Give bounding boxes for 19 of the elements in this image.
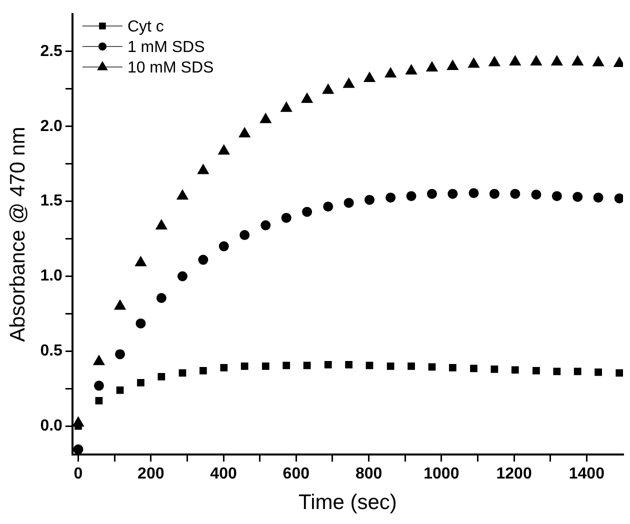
x-tick-label: 0 [74,466,83,483]
x-tick-label: 1000 [424,466,460,483]
y-axis-title: Absorbance @ 470 nm [6,126,30,342]
y-tick-label: 2.5 [40,42,63,60]
x-tick-label: 200 [138,466,164,483]
y-tick-label: 1.0 [40,268,63,285]
y-tick-label: 0.5 [40,342,63,360]
x-tick-label: 400 [210,466,237,483]
y-tick-label: 2.0 [40,118,63,135]
legend-label: 1 mM SDS [127,38,205,56]
y-tick-label: 0.0 [40,418,63,435]
legend-label: 10 mM SDS [127,59,214,76]
y-tick-label: 1.5 [40,192,63,210]
x-tick-label: 1400 [568,466,605,483]
legend-label: Cyt c [127,18,164,36]
x-axis-title: Time (sec) [298,491,397,514]
x-tick-label: 800 [355,466,382,483]
x-tick-label: 600 [282,466,310,483]
x-tick-label: 1200 [496,466,532,483]
